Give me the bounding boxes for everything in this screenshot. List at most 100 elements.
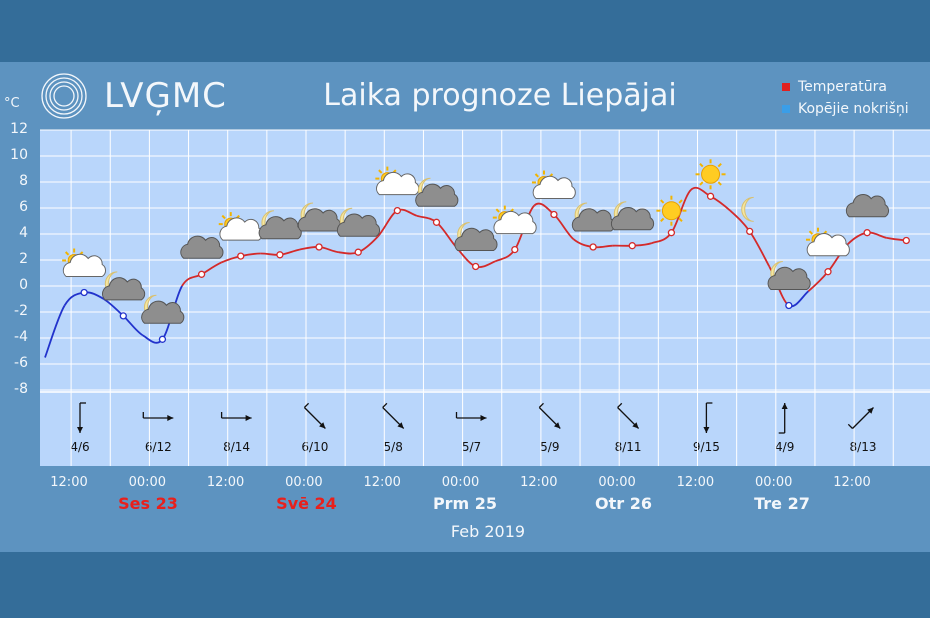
day-label: Prm 25: [432, 494, 498, 513]
sun-disc: [701, 164, 721, 184]
temperature-line-segment: [435, 221, 457, 248]
wind-arrow-barb: [303, 402, 310, 408]
temperature-point: [511, 245, 519, 254]
y-tick-label: -2: [14, 303, 28, 319]
temperature-point: [550, 210, 558, 219]
sun-ray: [678, 217, 683, 223]
temperature-point: [119, 312, 127, 320]
cloud-shape: [845, 194, 889, 218]
partly-cloudy-icon: [531, 170, 576, 199]
day-label: Tre 27: [754, 494, 810, 513]
wind-arrow-barb: [382, 402, 388, 408]
partly-cloudy-icon: [218, 212, 263, 241]
cloud-shape: [610, 207, 655, 231]
y-tick-label: -6: [14, 355, 28, 371]
wind-arrow-head: [167, 415, 174, 421]
temperature-point: [315, 243, 323, 251]
sun-ray: [717, 162, 722, 168]
wind-speed-label: 6/12: [144, 440, 172, 454]
wind-arrow-icon: [77, 402, 86, 433]
temperature-point: [746, 227, 754, 236]
temperature-line-segment: [103, 298, 124, 317]
partly-cloudy-icon: [375, 166, 420, 196]
wind-arrow-head: [867, 407, 874, 414]
cloud-shape: [767, 266, 811, 290]
wind-arrow-icon: [778, 403, 788, 434]
wind-arrow-barb: [617, 402, 623, 408]
partly-cloudy-icon: [806, 227, 850, 257]
legend-swatch-temperature: [782, 83, 790, 91]
temperature-point: [237, 252, 245, 260]
cloudy-night-icon: [767, 261, 811, 290]
y-unit-label: °C: [4, 96, 20, 111]
cloud-shape: [141, 300, 185, 324]
wind-arrow-icon: [455, 412, 487, 421]
cloud-shape: [532, 175, 576, 199]
wind-speed-label: 8/11: [614, 440, 642, 454]
wind-speed-label: 4/9: [775, 440, 795, 454]
temperature-line-segment: [553, 213, 575, 240]
wind-speed-label: 8/13: [849, 440, 877, 454]
logo-mark: [41, 73, 87, 119]
temperature-point: [628, 242, 636, 250]
temperature-line-segment: [377, 209, 398, 238]
wind-arrow-barb: [538, 402, 544, 408]
wind-speed-label: 5/7: [461, 440, 482, 454]
bottom-band: [0, 552, 930, 618]
temperature-point: [158, 335, 167, 343]
temperature-point: [863, 229, 871, 237]
temperature-point: [393, 206, 402, 215]
temperature-point: [824, 268, 832, 276]
cloudy-night-icon: [336, 207, 381, 237]
sun-ray: [678, 199, 683, 204]
wind-arrow-barb: [847, 423, 853, 429]
temperature-point: [432, 218, 441, 226]
y-tick-label: 6: [19, 199, 28, 215]
y-tick-label: -8: [14, 381, 28, 397]
wind-speed-label: 5/9: [540, 440, 560, 454]
cloudy-icon: [845, 194, 889, 218]
cloudy-night-icon: [101, 271, 146, 301]
wind-arrow-icon: [142, 412, 174, 421]
day-label: Ses 23: [118, 494, 178, 513]
sun-icon: [656, 195, 687, 226]
legend-swatch-precipitation: [782, 105, 790, 113]
sun-ray: [221, 214, 226, 220]
y-tick-label: 8: [19, 173, 28, 189]
cloudy-night-icon: [297, 202, 341, 232]
temperature-line-segment: [44, 305, 66, 358]
partly-cloudy-icon: [492, 205, 537, 235]
cloud-shape: [806, 233, 850, 257]
cloudy-night-icon: [571, 202, 615, 232]
sun-ray: [808, 230, 814, 235]
wind-arrow-head: [632, 422, 639, 429]
wind-speed-label: 5/8: [383, 440, 403, 454]
sun-ray: [699, 162, 704, 168]
cloudy-icon: [180, 235, 224, 259]
temperature-point: [706, 192, 715, 200]
wind-arrow-icon: [847, 407, 874, 429]
temperature-point: [589, 243, 597, 251]
x-tick-label: 12:00: [520, 475, 558, 490]
x-tick-label: 00:00: [285, 475, 323, 490]
wind-speed-label: 9/15: [692, 440, 720, 454]
legend-item-precipitation: Kopējie nokrišņi: [782, 98, 909, 120]
legend-label-temperature: Temperatūra: [798, 79, 887, 95]
temperature-point: [902, 236, 910, 245]
sun-ray: [64, 251, 70, 256]
cloudy-night-icon: [141, 294, 185, 324]
wind-arrow-icon: [220, 412, 252, 421]
x-tick-label: 12:00: [363, 475, 401, 490]
cloud-shape: [180, 235, 224, 259]
cloud-shape: [101, 277, 146, 301]
wind-arrow-icon: [538, 402, 561, 429]
temperature-point: [197, 270, 206, 278]
sun-ray: [660, 217, 665, 223]
moon-shape: [741, 196, 754, 222]
wind-arrow-head: [77, 427, 83, 433]
wind-arrow-head: [397, 422, 404, 429]
wind-arrow-icon: [382, 402, 405, 429]
temperature-point: [80, 288, 88, 297]
cloud-shape: [415, 183, 459, 207]
